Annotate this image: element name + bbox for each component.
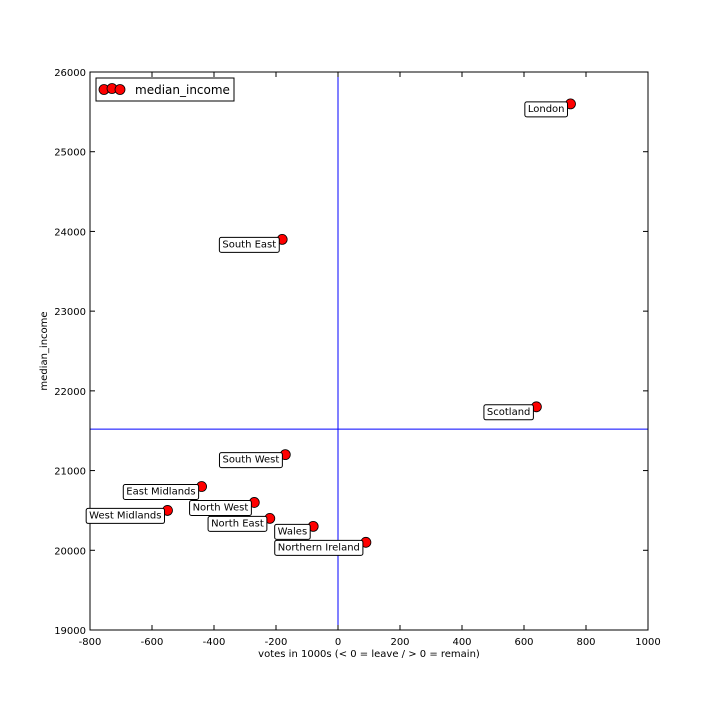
point-label-box <box>218 452 283 469</box>
reference-lines <box>90 72 648 630</box>
point-label-text: East Midlands <box>126 487 195 498</box>
point-label-text: Northern Ireland <box>278 542 360 553</box>
x-tick-label: 800 <box>576 637 595 648</box>
point-label-text: London <box>528 104 565 115</box>
x-tick-label: -200 <box>265 637 288 648</box>
point-label: South West <box>218 452 283 469</box>
point-label-box <box>189 499 252 516</box>
point-label: Wales <box>274 523 311 540</box>
legend: median_income <box>95 77 235 102</box>
point-label: South East <box>218 236 280 253</box>
point-label-box <box>207 515 268 532</box>
point-label-text: North West <box>193 502 249 513</box>
legend-marker <box>114 84 126 95</box>
point-label: North East <box>207 515 268 532</box>
point-label: West Midlands <box>85 507 165 524</box>
x-tick-label: -400 <box>203 637 226 648</box>
y-tick-label: 22000 <box>54 387 86 398</box>
x-tick-label: 400 <box>452 637 471 648</box>
point-label-box <box>274 539 364 556</box>
y-tick-label: 26000 <box>54 68 86 79</box>
point-label-text: South East <box>222 239 276 250</box>
legend-box <box>95 77 235 102</box>
point-label-text: Scotland <box>487 407 530 418</box>
y-tick-label: 25000 <box>54 148 86 159</box>
plot-frame <box>89 71 649 631</box>
x-tick-label: 600 <box>514 637 533 648</box>
point-label: North West <box>189 499 252 516</box>
x-tick-label: 200 <box>390 637 409 648</box>
y-axis-label: median_income <box>39 311 50 390</box>
point-label-box <box>218 236 280 253</box>
x-tick-label: -600 <box>141 637 164 648</box>
x-axis-label: votes in 1000s (< 0 = leave / > 0 = rema… <box>258 649 480 660</box>
point-label-box <box>524 101 568 118</box>
y-tick-label: 20000 <box>54 546 86 557</box>
point-label: Northern Ireland <box>274 539 364 556</box>
point-label-text: North East <box>211 518 264 529</box>
y-tick-label: 24000 <box>54 227 86 238</box>
point-label-box <box>274 523 311 540</box>
point-label: Scotland <box>483 404 534 421</box>
y-axis-ticks: 19000 20000 21000 22000 23000 24000 25000 26000 <box>54 68 648 637</box>
point-labels: London South East Scotland South West East M… <box>85 101 568 556</box>
legend-label: median_income <box>135 83 230 97</box>
point-label-text: Wales <box>278 526 308 537</box>
x-axis-ticks: -800 -600 -400 -200 0 200 400 600 800 1000 <box>79 72 661 648</box>
point-label: East Midlands <box>122 484 200 501</box>
point-label-box <box>122 484 200 501</box>
point-label-box <box>483 404 534 421</box>
y-tick-label: 19000 <box>54 626 86 637</box>
y-tick-label: 21000 <box>54 467 86 478</box>
y-tick-label: 23000 <box>54 307 86 318</box>
data-points <box>162 98 576 548</box>
point-label: London <box>524 101 568 118</box>
point-label-text: West Midlands <box>89 510 161 521</box>
x-tick-label: -800 <box>79 637 102 648</box>
x-tick-label: 0 <box>335 637 341 648</box>
point-label-box <box>85 507 165 524</box>
x-tick-label: 1000 <box>635 637 660 648</box>
point-label-text: South West <box>222 455 279 466</box>
